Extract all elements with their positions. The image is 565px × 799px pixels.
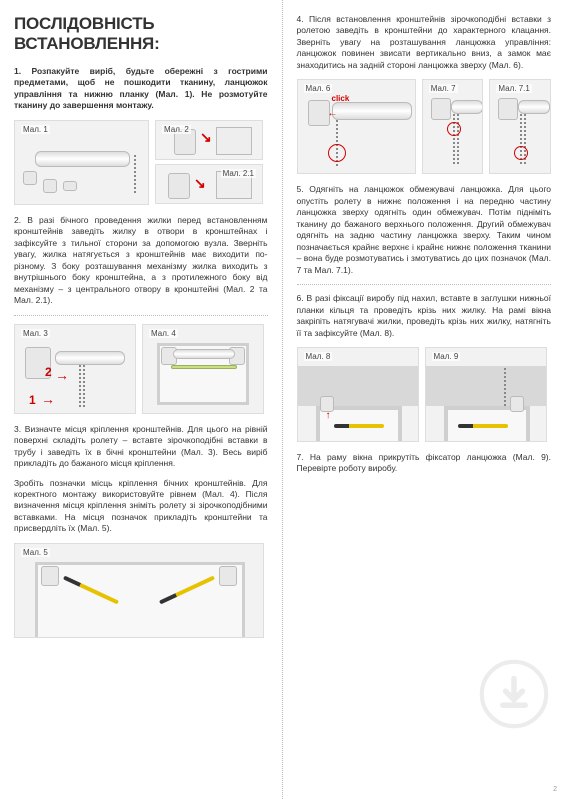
figure-7: Мал. 7 — [422, 79, 484, 174]
watermark-icon — [479, 659, 549, 729]
figure-7-1-label: Мал. 7.1 — [496, 84, 531, 93]
right-column: 4. Після встановлення кронштейнів зірочк… — [283, 0, 565, 799]
figure-4: Мал. 4 — [142, 324, 264, 414]
figure-3: Мал. 3 2 → 1 → — [14, 324, 136, 414]
figure-2: Мал. 2 ↘ — [155, 120, 263, 160]
step-3a-text: 3. Визначте місця кріплення кронштейнів.… — [14, 424, 268, 470]
figure-4-label: Мал. 4 — [149, 329, 178, 338]
page-number: 2 — [553, 786, 557, 793]
fig-row-5: Мал. 8 ↑ Мал. 9 — [297, 347, 552, 442]
step-1-text: 1. Розпакуйте виріб, будьте обережні з г… — [14, 66, 268, 112]
figure-8-label: Мал. 8 — [304, 352, 333, 361]
click-label: click — [332, 94, 350, 103]
figure-7-1: Мал. 7.1 — [489, 79, 551, 174]
divider-2 — [297, 284, 552, 285]
step-6-text: 6. В разі фіксації виробу під нахил, вст… — [297, 293, 552, 339]
fig-row-1: Мал. 1 Мал. 2 ↘ Мал. 2.1 ↘ — [14, 120, 268, 205]
screwdriver-icon-4 — [458, 424, 508, 428]
step-3b-text: Зробіть позначки місць кріплення бічних … — [14, 478, 268, 535]
figure-1: Мал. 1 — [14, 120, 149, 205]
divider-1 — [14, 315, 268, 316]
left-column: ПОСЛІДОВНІСТЬ ВСТАНОВЛЕННЯ: 1. Розпакуйт… — [0, 0, 283, 799]
step-4-text: 4. Після встановлення кронштейнів зірочк… — [297, 14, 552, 71]
figure-7-label: Мал. 7 — [429, 84, 458, 93]
figure-6-label: Мал. 6 — [304, 84, 333, 93]
step-2-text: 2. В разі бічного проведення жилки перед… — [14, 215, 268, 307]
figure-5-label: Мал. 5 — [21, 548, 50, 557]
figure-1-label: Мал. 1 — [21, 125, 50, 134]
main-title: ПОСЛІДОВНІСТЬ ВСТАНОВЛЕННЯ: — [14, 14, 268, 54]
figure-2-label: Мал. 2 — [162, 125, 191, 134]
fig-row-2: Мал. 3 2 → 1 → Мал. 4 — [14, 324, 268, 414]
figure-2-1: Мал. 2.1 ↘ — [155, 164, 263, 204]
step-7-text: 7. На раму вікна прикрутіть фіксатор лан… — [297, 452, 552, 475]
annotation-1: 1 — [29, 393, 36, 407]
screwdriver-icon-3 — [334, 424, 384, 428]
figure-9: Мал. 9 — [425, 347, 547, 442]
step-5-text: 5. Одягніть на ланцюжок обмежувачі ланцю… — [297, 184, 552, 276]
figure-3-label: Мал. 3 — [21, 329, 50, 338]
figure-6: Мал. 6 click ← — [297, 79, 416, 174]
fig-row-3: Мал. 5 — [14, 543, 268, 638]
level-tool-icon — [171, 365, 237, 369]
figure-2-1-label: Мал. 2.1 — [221, 169, 256, 178]
annotation-2: 2 — [45, 365, 52, 379]
figure-5: Мал. 5 — [14, 543, 264, 638]
fig-row-4: Мал. 6 click ← Мал. 7 Мал. 7.1 — [297, 79, 552, 174]
figure-8: Мал. 8 ↑ — [297, 347, 419, 442]
figure-9-label: Мал. 9 — [432, 352, 461, 361]
